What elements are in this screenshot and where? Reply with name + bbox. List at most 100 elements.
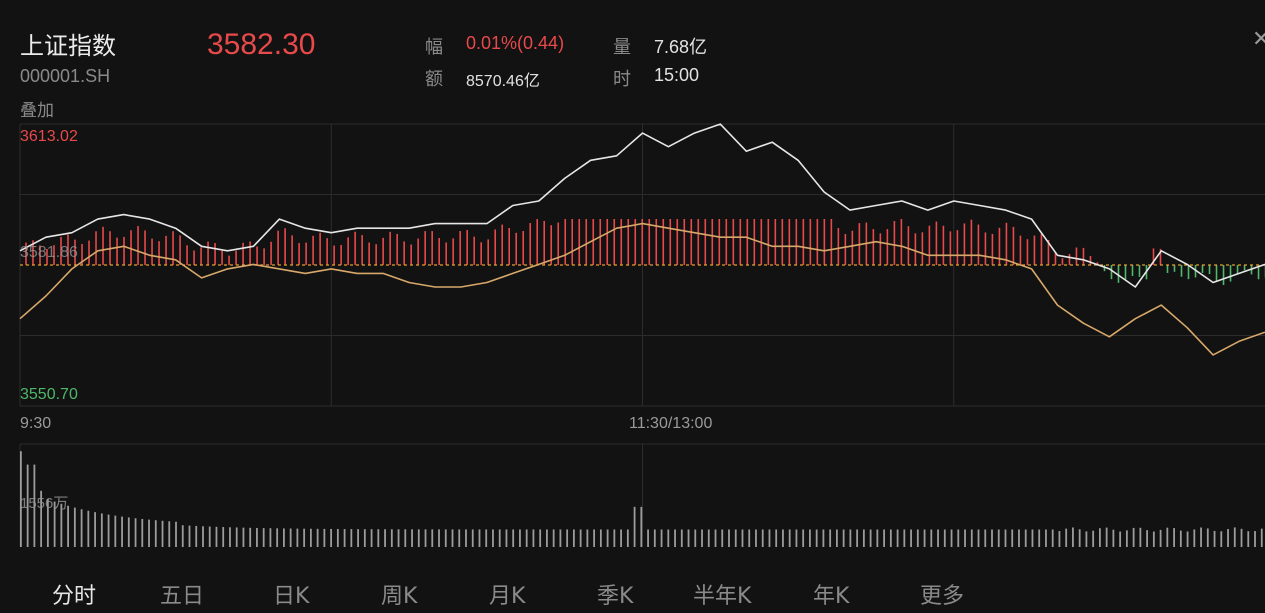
momentum-bar-13 [116, 237, 118, 265]
overlay-button[interactable]: 叠加 [20, 101, 54, 121]
volume-bar-61 [431, 529, 434, 547]
volume-bar-157 [1078, 529, 1081, 547]
momentum-bar-31 [242, 242, 244, 265]
momentum-bar-84 [613, 219, 616, 265]
volume-bar-1 [26, 464, 29, 547]
momentum-bar-50 [375, 244, 377, 265]
momentum-bar-2 [39, 245, 41, 265]
tab-quarterly-k[interactable]: 季K [597, 584, 634, 609]
volume-bar-174 [1193, 529, 1196, 547]
volume-bar-118 [815, 529, 818, 547]
momentum-bar-132 [949, 231, 952, 265]
tab-intraday[interactable]: 分时 [52, 584, 97, 609]
volume-bar-0 [20, 451, 22, 547]
volume-bar-58 [411, 529, 413, 547]
volume-bar-16 [127, 517, 130, 547]
momentum-bar-121 [872, 229, 875, 265]
volume-bar-62 [438, 529, 440, 547]
tab-monthly-k[interactable]: 月K [489, 584, 526, 609]
volume-bar-169 [1159, 529, 1162, 547]
volume-bar-166 [1139, 527, 1142, 547]
volume-bar-88 [613, 529, 616, 547]
momentum-bar-55 [410, 244, 412, 265]
amount-label: 额 [425, 69, 443, 90]
intraday-chart [19, 123, 1265, 407]
volume-bar-54 [384, 529, 386, 547]
momentum-bar-163 [1166, 265, 1169, 273]
tab-daily-k[interactable]: 日K [273, 584, 310, 609]
momentum-bar-32 [249, 241, 251, 265]
volume-bar-122 [842, 529, 845, 547]
volume-bar-121 [835, 529, 838, 547]
momentum-bar-155 [1110, 265, 1113, 280]
volume-bar-81 [566, 529, 569, 547]
volume-bar-44 [316, 528, 319, 547]
volume-bar-135 [930, 529, 933, 547]
volume-bar-119 [822, 529, 825, 547]
momentum-bar-107 [774, 219, 777, 265]
volume-bar-41 [296, 528, 299, 547]
volume-bar-129 [889, 529, 892, 547]
momentum-bar-74 [543, 220, 546, 265]
volume-bar-7 [67, 505, 70, 547]
momentum-bar-57 [424, 231, 426, 265]
time-mid-label: 11:30/13:00 [629, 415, 713, 432]
momentum-bar-137 [984, 232, 987, 265]
momentum-bar-53 [396, 233, 398, 265]
volume-bar-42 [303, 528, 306, 547]
change-label: 幅 [425, 37, 443, 58]
time-value: 15:00 [654, 65, 700, 85]
volume-bar-98 [680, 529, 683, 547]
volume-bar-152 [1045, 529, 1047, 547]
momentum-bar-52 [389, 231, 391, 265]
momentum-bar-156 [1117, 265, 1120, 283]
volume-bar-19 [148, 519, 150, 547]
volume-bar-170 [1166, 527, 1169, 547]
momentum-bar-23 [186, 245, 188, 265]
volume-bar-101 [701, 529, 703, 547]
volume-bar-85 [593, 529, 596, 547]
volume-bar-159 [1092, 530, 1095, 547]
tab-five-day[interactable]: 五日 [160, 584, 205, 609]
momentum-bar-79 [578, 219, 581, 265]
average-line [19, 222, 1265, 356]
momentum-bar-159 [1138, 265, 1141, 277]
volume-bar-15 [121, 516, 123, 547]
momentum-bar-54 [403, 241, 405, 265]
momentum-bar-143 [1026, 239, 1029, 265]
momentum-bar-64 [473, 236, 475, 265]
volume-bar-113 [782, 529, 784, 547]
momentum-bar-48 [361, 235, 363, 265]
momentum-bar-63 [466, 230, 468, 265]
momentum-bar-40 [305, 242, 307, 265]
momentum-bar-144 [1033, 235, 1036, 265]
momentum-bar-125 [900, 219, 903, 265]
volume-bar-68 [478, 529, 481, 547]
volume-bar-60 [424, 529, 427, 547]
momentum-bar-166 [1187, 265, 1190, 280]
price-min-label: 3550.70 [20, 386, 78, 403]
momentum-bar-41 [312, 235, 314, 265]
momentum-bar-60 [445, 242, 447, 265]
momentum-bar-80 [585, 219, 588, 265]
volume-bar-86 [599, 529, 602, 547]
tab-yearly-k[interactable]: 年K [813, 584, 850, 609]
momentum-bar-70 [515, 232, 518, 265]
momentum-bar-11 [102, 226, 104, 265]
volume-bar-69 [485, 529, 488, 547]
volume-bar-87 [606, 529, 609, 547]
tab-half-year-k[interactable]: 半年K [693, 584, 752, 609]
index-name: 上证指数 [20, 32, 116, 60]
volume-bar-66 [465, 529, 467, 547]
momentum-bar-68 [501, 224, 503, 265]
volume-bar-55 [390, 529, 393, 547]
price-baseline-label: 3581.86 [20, 244, 78, 261]
volume-bar-18 [141, 518, 144, 547]
momentum-bar-94 [683, 219, 686, 265]
volume-bar-53 [377, 529, 380, 547]
volume-bar-64 [451, 529, 454, 547]
tab-more[interactable]: 更多 [920, 584, 965, 609]
close-icon[interactable]: ✕ [1252, 30, 1265, 50]
momentum-bar-98 [711, 219, 714, 265]
tab-weekly-k[interactable]: 周K [381, 584, 418, 609]
